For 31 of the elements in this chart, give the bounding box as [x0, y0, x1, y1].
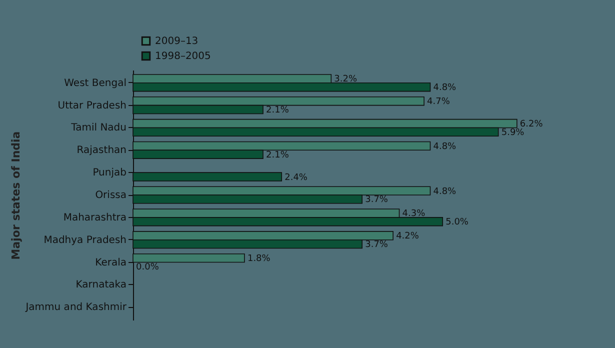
y-tick-label: West Bengal [64, 78, 126, 89]
y-tick-label: Madhya Pradesh [44, 234, 126, 246]
y-tick-label: Uttar Pradesh [58, 100, 126, 112]
y-tick-label: Karnataka [76, 280, 126, 291]
y-tick-label: Rajasthan [76, 145, 126, 156]
data-label: 4.8% [433, 83, 457, 94]
data-label: 4.8% [433, 142, 457, 152]
data-label: 6.2% [520, 120, 544, 130]
data-label: 0.0% [136, 262, 160, 272]
legend-label: 2009–13 [155, 36, 198, 47]
y-tick-label: Maharashtra [63, 212, 126, 224]
data-label: 2.1% [266, 150, 290, 160]
y-tick-label: Kerala [95, 257, 126, 268]
data-label: 3.7% [365, 240, 388, 250]
y-tick-label: Jammu and Kashmir [24, 302, 128, 314]
y-tick-label: Orissa [95, 190, 126, 201]
data-label: 4.3% [402, 209, 426, 220]
data-label: 5.9% [501, 128, 525, 138]
data-label: 3.2% [334, 74, 358, 85]
data-label: 4.8% [433, 186, 457, 197]
y-tick-label: Tamil Nadu [70, 122, 126, 134]
data-label: 5.0% [446, 218, 469, 228]
y-axis-title: Major states of India [10, 131, 23, 260]
data-label: 1.8% [247, 254, 271, 264]
data-label: 4.7% [427, 97, 450, 108]
legend-label: 1998–2005 [155, 51, 211, 62]
data-label: 4.2% [396, 232, 420, 242]
y-tick-label: Punjab [92, 168, 126, 179]
data-label: 2.4% [284, 172, 308, 183]
data-label: 2.1% [266, 106, 290, 116]
data-label: 3.7% [365, 195, 388, 206]
